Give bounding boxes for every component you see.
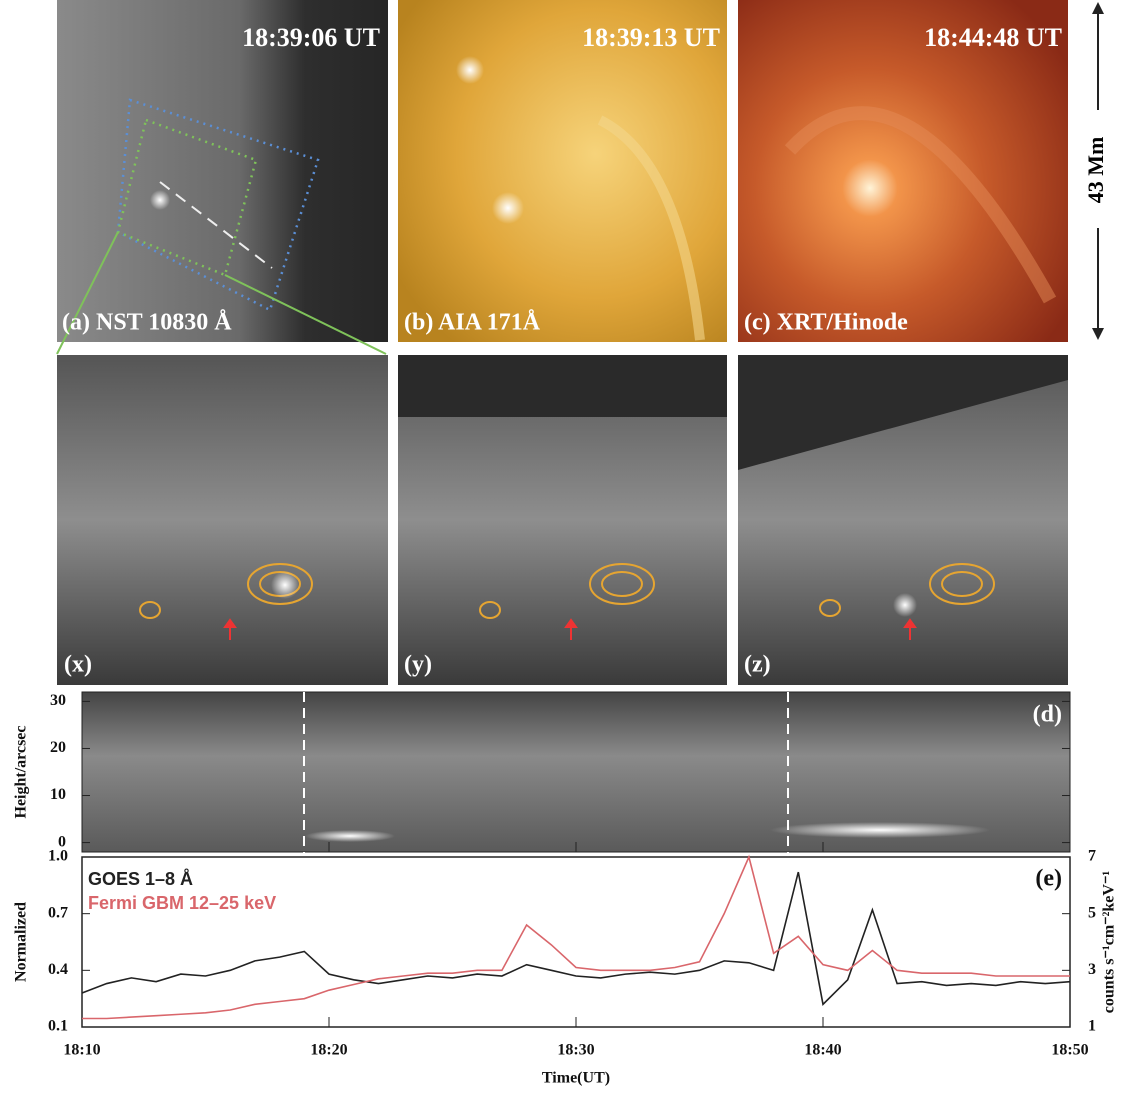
bright-point: [456, 56, 484, 84]
panel-label: (b) AIA 171Å: [404, 310, 541, 336]
y-tick-label: 0.1: [48, 1018, 68, 1035]
bright-feature: [305, 830, 395, 842]
y-tick-label: 0.7: [48, 904, 68, 921]
x-tick-label: 18:30: [557, 1042, 594, 1059]
timestamp: 18:39:06 UT: [242, 23, 380, 52]
off-limb: [398, 355, 727, 417]
y2-tick-label: 5: [1088, 904, 1096, 921]
panel-label: (z): [744, 652, 771, 678]
y2-tick-label: 3: [1088, 961, 1096, 978]
plot-area: [82, 857, 1070, 1027]
panel-label: (d): [1033, 702, 1062, 728]
bright-point: [893, 593, 917, 617]
x-tick-label: 18:20: [310, 1042, 347, 1059]
y-axis-label: Height/arcsec: [13, 725, 30, 818]
y-tick-label: 30: [50, 692, 66, 709]
y2-tick-label: 1: [1088, 1018, 1096, 1035]
scale-label: 43 Mm: [1083, 137, 1108, 204]
y2-tick-label: 7: [1088, 848, 1096, 865]
bright-feature: [770, 822, 990, 838]
scale-arrow: [1092, 328, 1104, 340]
panel-label: (e): [1035, 866, 1062, 892]
y-tick-label: 0.4: [48, 961, 68, 978]
x-axis-label: Time(UT): [542, 1070, 610, 1087]
y-axis-label: Normalized: [13, 902, 30, 982]
x-tick-label: 18:50: [1051, 1042, 1088, 1059]
panel-label: (y): [404, 652, 432, 678]
y-tick-label: 10: [50, 786, 66, 803]
panel-label: (a) NST 10830 Å: [62, 310, 232, 336]
bright-point: [271, 571, 299, 599]
figure: 18:39:06 UT 18:39:13 UT 18:44:48 UT (a) …: [0, 0, 1122, 1091]
y-tick-label: 20: [50, 739, 66, 756]
bright-point: [492, 192, 524, 224]
panel-label: (c) XRT/Hinode: [744, 310, 908, 336]
scale-arrow: [1092, 2, 1104, 14]
y-tick-label: 1.0: [48, 848, 68, 865]
legend-entry: GOES 1–8 Å: [88, 869, 193, 889]
panel-label: (x): [64, 652, 92, 678]
timestamp: 18:39:13 UT: [582, 23, 720, 52]
bright-point: [150, 190, 170, 210]
legend-entry: Fermi GBM 12–25 keV: [88, 893, 276, 913]
image-x: [57, 355, 388, 685]
y2-axis-label: counts s⁻¹cm⁻²keV⁻¹: [1101, 871, 1118, 1014]
x-tick-label: 18:10: [63, 1042, 100, 1059]
timestamp: 18:44:48 UT: [924, 23, 1062, 52]
x-tick-label: 18:40: [804, 1042, 841, 1059]
